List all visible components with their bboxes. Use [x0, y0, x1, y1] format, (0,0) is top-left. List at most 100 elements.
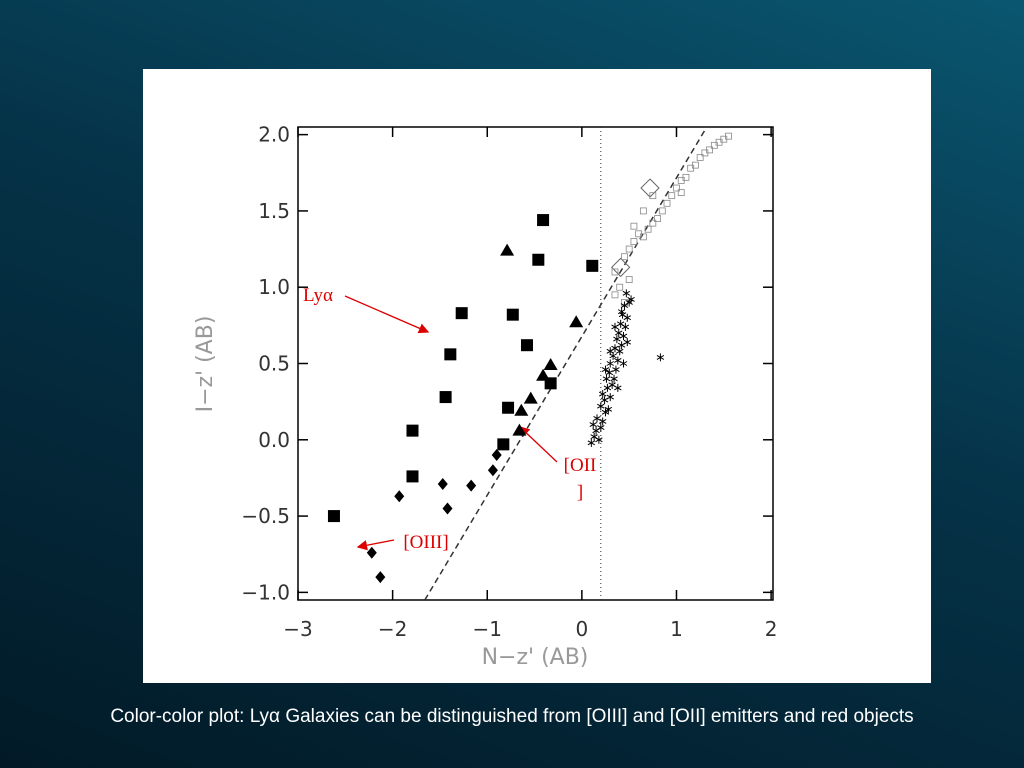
point	[656, 353, 665, 362]
arrow	[356, 539, 395, 551]
point	[406, 424, 419, 437]
point	[611, 268, 619, 276]
point	[366, 546, 377, 559]
point	[649, 219, 657, 227]
point	[677, 189, 685, 197]
point	[406, 470, 419, 483]
point	[543, 358, 558, 371]
y-tick-label: −1.0	[241, 580, 290, 604]
point	[658, 207, 666, 215]
point	[630, 222, 638, 230]
point	[612, 365, 620, 374]
point	[606, 347, 614, 356]
point	[491, 449, 502, 462]
point	[649, 192, 657, 200]
point	[610, 257, 631, 278]
point	[706, 146, 714, 154]
point	[487, 464, 498, 477]
y-tick-label: −0.5	[241, 504, 290, 528]
annotation: [OIII]	[403, 532, 448, 553]
point	[394, 490, 405, 503]
point	[500, 243, 515, 256]
x-tick-label: −3	[283, 617, 312, 641]
x-tick-label: −2	[378, 617, 407, 641]
point	[455, 307, 468, 320]
annotation: [OII	[564, 455, 597, 476]
point	[615, 328, 623, 337]
point	[597, 402, 605, 411]
point	[625, 245, 633, 253]
y-tick-label: 0.5	[258, 352, 290, 376]
point	[536, 368, 551, 381]
x-tick-label: −1	[473, 617, 502, 641]
point	[327, 510, 340, 523]
point	[597, 423, 605, 432]
point	[639, 233, 647, 241]
point	[696, 154, 704, 161]
point	[608, 380, 616, 389]
point	[602, 374, 611, 383]
y-tick-label: 0.0	[258, 428, 290, 452]
point	[601, 408, 610, 417]
point	[598, 390, 607, 399]
point	[619, 332, 628, 341]
point	[682, 173, 690, 181]
point	[606, 393, 614, 402]
point	[520, 339, 533, 352]
point	[466, 479, 477, 492]
x-tick-label: 2	[765, 617, 778, 641]
point	[639, 207, 647, 215]
point	[600, 396, 609, 405]
point	[598, 417, 607, 426]
point	[442, 502, 453, 515]
figure-panel	[143, 69, 931, 683]
point	[616, 319, 625, 328]
point	[606, 359, 614, 368]
point	[621, 253, 628, 261]
arrow	[519, 426, 558, 463]
point	[605, 368, 614, 377]
point	[497, 438, 510, 451]
point	[437, 478, 448, 491]
y-tick-label: 1.5	[258, 199, 290, 223]
reference-line	[424, 126, 708, 601]
point	[668, 192, 676, 200]
point	[625, 276, 633, 283]
point	[613, 335, 621, 344]
point	[611, 291, 619, 299]
point	[644, 225, 652, 233]
point	[537, 214, 550, 227]
point	[621, 322, 630, 331]
point	[623, 338, 631, 347]
caption: Color-color plot: Lyα Galaxies can be di…	[110, 706, 914, 727]
x-axis-label: N−z' (AB)	[482, 645, 589, 670]
point	[506, 308, 519, 321]
point	[616, 283, 624, 291]
annotation: Lyα	[303, 285, 333, 306]
point	[587, 438, 596, 447]
point	[622, 289, 631, 298]
point	[502, 401, 515, 414]
point	[514, 403, 529, 416]
point	[615, 347, 624, 356]
point	[603, 383, 612, 392]
point	[444, 348, 457, 361]
point	[523, 391, 538, 404]
chart: N−z' (AB) I−z' (AB) Lyα [OII ] [OIII] −3…	[193, 123, 778, 670]
point	[569, 315, 584, 328]
point	[692, 161, 699, 169]
point	[627, 295, 635, 304]
y-tick-label: 2.0	[258, 123, 290, 147]
point	[611, 344, 619, 353]
point	[586, 259, 599, 272]
arrow	[344, 295, 430, 334]
y-tick-label: 1.0	[258, 275, 290, 299]
y-axis-label: I−z' (AB)	[193, 316, 218, 413]
point	[589, 420, 597, 429]
point	[611, 322, 619, 331]
point	[663, 199, 671, 207]
point	[593, 414, 601, 423]
annotation: ]	[577, 482, 583, 503]
point	[601, 365, 610, 374]
